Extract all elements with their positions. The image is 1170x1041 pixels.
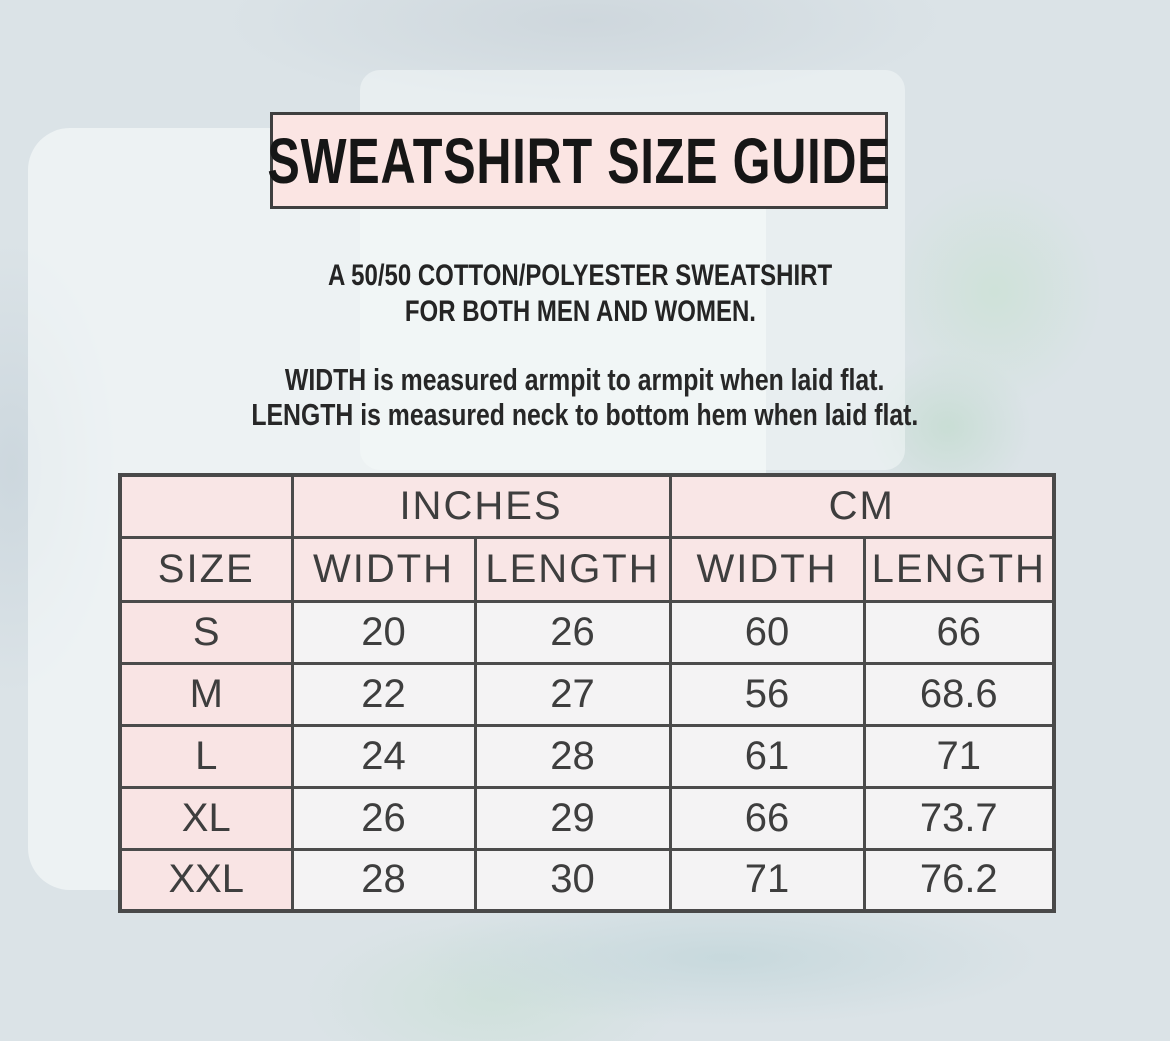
length-note-line: LENGTH is measured neck to bottom hem wh… [251, 397, 919, 432]
width-note-line: WIDTH is measured armpit to armpit when … [285, 362, 885, 397]
table-row-s: S 20 26 60 66 [118, 599, 1056, 665]
unit-group-header-row: INCHES CM [118, 473, 1056, 539]
inches-width-value: 26 [290, 785, 477, 851]
cm-width-value: 61 [668, 723, 866, 789]
cm-width-value: 71 [668, 847, 866, 913]
cm-width-value: 66 [668, 785, 866, 851]
size-label: XXL [118, 847, 294, 913]
cm-length-value: 76.2 [862, 847, 1056, 913]
measurement-note: WIDTH is measured armpit to armpit when … [85, 362, 1085, 432]
product-description: A 50/50 COTTON/POLYESTER SWEATSHIRT FOR … [220, 258, 940, 330]
inches-length-value: 26 [473, 599, 672, 665]
cm-length-column-header: LENGTH [862, 535, 1056, 603]
cm-length-value: 66 [862, 599, 1056, 665]
cm-length-value: 71 [862, 723, 1056, 789]
table-row-m: M 22 27 56 68.6 [118, 661, 1056, 727]
inches-length-column-header: LENGTH [473, 535, 672, 603]
size-label: S [118, 599, 294, 665]
description-line-1: A 50/50 COTTON/POLYESTER SWEATSHIRT [327, 259, 833, 292]
title-banner: SWEATSHIRT SIZE GUIDE [267, 112, 891, 209]
table-row-xxl: XXL 28 30 71 76.2 [118, 847, 1056, 913]
inches-width-value: 20 [290, 599, 477, 665]
inches-width-value: 28 [290, 847, 477, 913]
size-guide-table: INCHES CM SIZE WIDTH LENGTH WIDTH LENGTH… [118, 473, 1057, 913]
table-row-xl: XL 26 29 66 73.7 [118, 785, 1056, 851]
description-line-2: FOR BOTH MEN AND WOMEN. [404, 295, 756, 328]
cm-length-value: 68.6 [862, 661, 1056, 727]
size-label: XL [118, 785, 294, 851]
column-header-row: SIZE WIDTH LENGTH WIDTH LENGTH [118, 535, 1056, 603]
inches-width-value: 24 [290, 723, 477, 789]
cm-width-value: 60 [668, 599, 866, 665]
cm-length-value: 73.7 [862, 785, 1056, 851]
inches-length-value: 29 [473, 785, 672, 851]
cm-group-header: CM [668, 473, 1056, 539]
inches-length-value: 28 [473, 723, 672, 789]
size-label: L [118, 723, 294, 789]
inches-group-header: INCHES [290, 473, 672, 539]
inches-length-value: 30 [473, 847, 672, 913]
table-row-l: L 24 28 61 71 [118, 723, 1056, 789]
cm-width-value: 56 [668, 661, 866, 727]
empty-corner-cell [118, 473, 294, 539]
size-column-header: SIZE [118, 535, 294, 603]
page-title: SWEATSHIRT SIZE GUIDE [267, 124, 891, 197]
inches-width-value: 22 [290, 661, 477, 727]
inches-length-value: 27 [473, 661, 672, 727]
cm-width-column-header: WIDTH [668, 535, 866, 603]
inches-width-column-header: WIDTH [290, 535, 477, 603]
size-label: M [118, 661, 294, 727]
